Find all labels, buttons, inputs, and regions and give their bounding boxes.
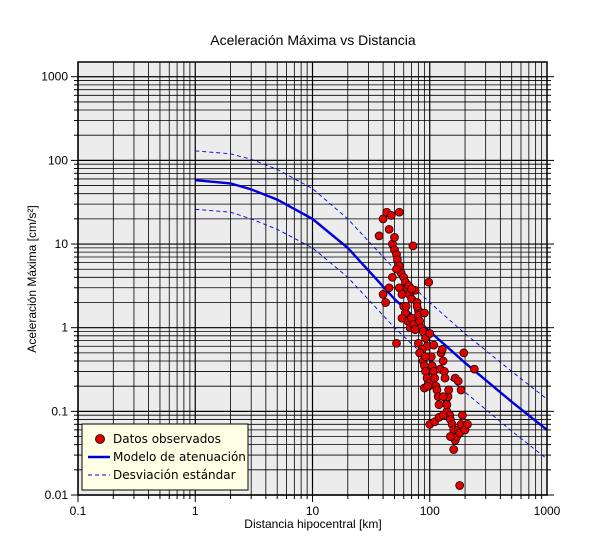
legend-label-stddev: Desviación estándar (113, 468, 236, 482)
data-point (386, 211, 396, 220)
x-tick-label: 1000 (534, 504, 561, 518)
data-point (384, 283, 394, 293)
x-tick-label: 0.1 (70, 504, 87, 518)
data-point (410, 325, 420, 334)
data-point (456, 385, 466, 395)
data-point (438, 410, 448, 420)
data-point (390, 233, 399, 242)
data-point (429, 340, 439, 350)
data-point (412, 301, 422, 311)
data-point (384, 224, 394, 234)
data-point (392, 338, 401, 348)
series-layer (195, 150, 548, 490)
data-point (378, 214, 388, 224)
data-point (378, 290, 388, 299)
data-point (455, 481, 465, 490)
data-point (388, 272, 397, 282)
data-point (420, 308, 429, 318)
data-point (408, 241, 418, 251)
data-point (440, 373, 450, 383)
data-point (401, 301, 411, 311)
plot-frame (77, 61, 548, 496)
data-point (442, 400, 452, 410)
data-point (438, 392, 448, 401)
data-point (469, 364, 479, 374)
y-tick-label: 1 (61, 321, 68, 335)
data-point (392, 264, 401, 274)
data-point (407, 284, 416, 294)
data-point (463, 419, 472, 429)
y-tick-label: 100 (48, 153, 68, 167)
data-point (449, 445, 459, 454)
attenuation-model-line (195, 179, 548, 431)
data-point (381, 298, 390, 307)
data-point (421, 352, 430, 362)
data-point (444, 385, 454, 395)
x-tick-label: 100 (420, 504, 440, 518)
legend-label-model: Modelo de atenuación (113, 450, 246, 464)
data-point (459, 348, 469, 358)
data-point (453, 376, 463, 386)
legend-label-observed: Datos observados (113, 432, 221, 446)
x-tick-label: 10 (306, 504, 320, 518)
legend: Datos observados Modelo de atenuación De… (81, 423, 249, 491)
data-point (394, 207, 404, 217)
x-axis-label: Distancia hipocentral [km] (244, 517, 381, 531)
data-point (437, 345, 447, 354)
y-tick-label: 0.01 (45, 488, 69, 502)
legend-marker-points (95, 434, 105, 444)
data-point (446, 432, 455, 441)
data-point (397, 290, 407, 299)
y-tick-label: 10 (55, 237, 69, 251)
stddev-lower-line (195, 208, 548, 460)
y-axis-label: Aceleración Máxima [cm/s²] (25, 205, 39, 352)
data-point (374, 231, 384, 241)
data-point (424, 277, 434, 287)
data-point (434, 400, 444, 410)
data-point (425, 329, 435, 338)
data-point (458, 410, 467, 420)
data-point (430, 373, 439, 383)
x-tick-label: 1 (192, 504, 199, 518)
data-point (423, 381, 433, 391)
chart-title: Aceleración Máxima vs Distancia (210, 32, 416, 48)
stddev-upper-line (195, 150, 548, 400)
data-point (397, 313, 407, 323)
grid-lines (77, 62, 547, 496)
y-tick-label: 1000 (41, 70, 68, 84)
y-tick-label: 0.1 (51, 404, 68, 418)
data-point (438, 356, 448, 366)
